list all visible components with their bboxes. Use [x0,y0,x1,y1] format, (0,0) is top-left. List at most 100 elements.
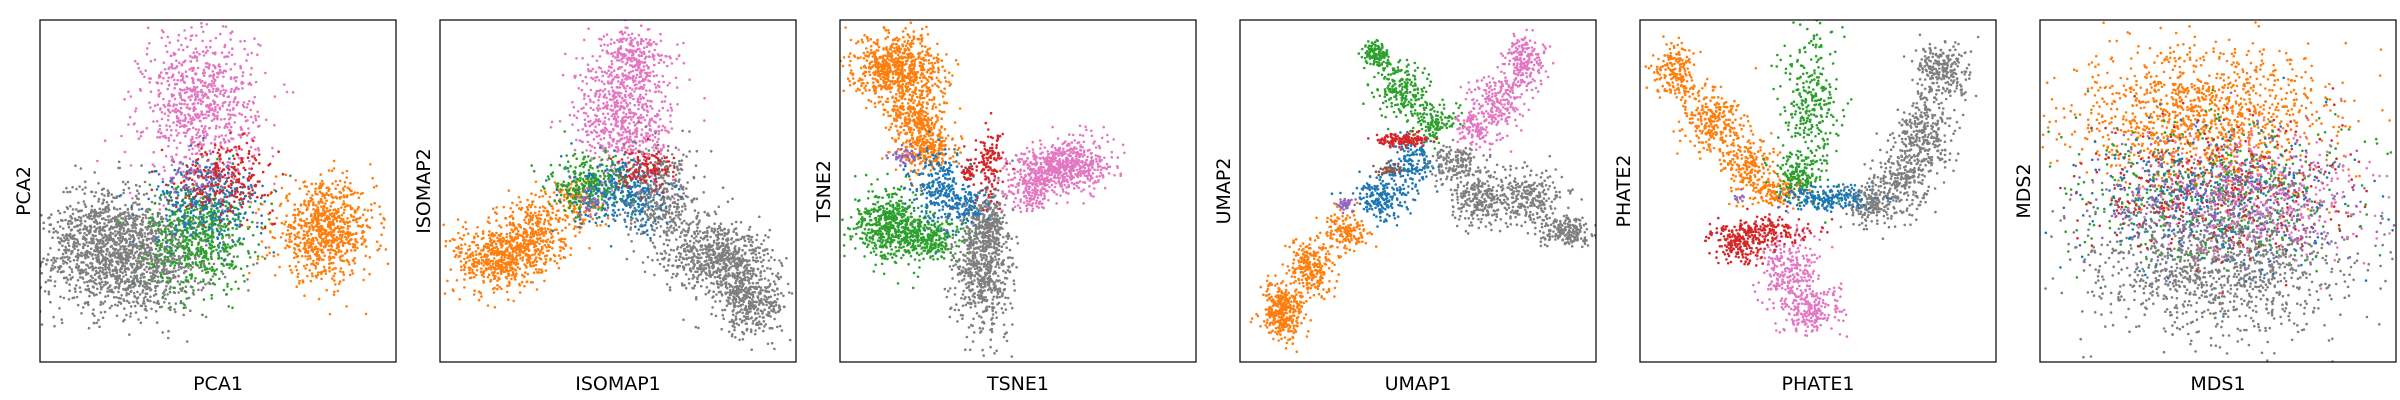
data-point [287,225,290,229]
data-point [239,126,243,129]
data-point [144,316,148,319]
data-point [77,264,81,268]
data-point [165,128,169,132]
data-point [93,213,97,216]
data-point [242,274,245,277]
data-point [137,66,141,70]
data-point [187,221,190,225]
data-point [122,227,126,230]
data-point [237,180,241,183]
data-point [56,236,60,239]
data-point [214,89,218,93]
data-point [201,313,204,317]
data-point [213,146,217,150]
data-point [201,91,204,94]
data-point [132,281,135,285]
data-point [87,255,90,259]
data-point [361,191,365,195]
data-point [218,178,222,182]
data-point [132,292,136,295]
data-point [314,211,317,215]
data-point [141,72,144,76]
data-point [96,159,99,163]
data-point [214,171,218,174]
data-point [185,171,188,175]
data-point [466,248,470,252]
data-point [318,225,322,229]
data-point [529,263,532,266]
data-point [184,285,188,289]
data-point [160,148,164,152]
data-point [138,203,141,206]
data-point [189,167,193,170]
data-point [360,237,363,240]
data-point [491,259,495,263]
data-point [202,230,206,234]
data-point [182,306,186,310]
data-point [172,121,175,124]
data-point [378,205,381,208]
data-point [204,203,208,206]
data-point [343,180,347,184]
data-point [188,176,191,180]
data-point [363,240,366,243]
data-point [202,54,206,57]
data-point [313,253,317,256]
data-point [203,84,207,88]
data-point [135,250,139,253]
data-point [84,268,88,271]
data-point [361,213,365,217]
data-point [140,164,143,167]
data-point [265,254,269,257]
data-point [196,184,199,188]
data-point [69,219,72,223]
data-point [212,272,216,275]
data-point [157,238,160,242]
data-point [238,241,242,245]
data-point [188,54,192,58]
data-point [165,191,169,194]
data-point [129,312,133,315]
data-point [127,301,131,305]
data-point [189,60,192,63]
data-point [299,203,303,206]
data-point [201,249,205,252]
data-point [184,205,188,209]
data-point [127,292,131,296]
data-point [219,144,222,147]
data-point [19,231,22,234]
data-point [183,211,187,215]
data-point [52,261,55,265]
data-point [263,257,267,260]
data-point [227,113,230,116]
data-point [217,175,221,178]
data-point [208,105,211,108]
data-point [487,273,491,277]
data-point [218,225,221,229]
data-point [117,219,120,222]
data-point [192,141,195,144]
data-point [457,245,460,248]
data-point [121,223,125,226]
data-point [213,194,217,197]
data-point [157,185,160,188]
data-point [235,103,239,107]
data-point [191,222,195,225]
data-point [237,145,241,148]
data-point [172,253,175,256]
data-point [204,81,207,84]
data-point [247,200,250,203]
data-point [117,243,121,246]
data-point [286,229,290,232]
data-point [202,30,205,34]
data-point [266,194,270,197]
data-point [149,232,153,235]
data-point [84,256,87,260]
data-point [220,51,224,54]
data-point [152,150,155,154]
data-point [344,252,347,255]
data-point [129,250,133,254]
data-point [288,238,291,241]
data-point [342,211,346,215]
data-point [373,201,377,205]
